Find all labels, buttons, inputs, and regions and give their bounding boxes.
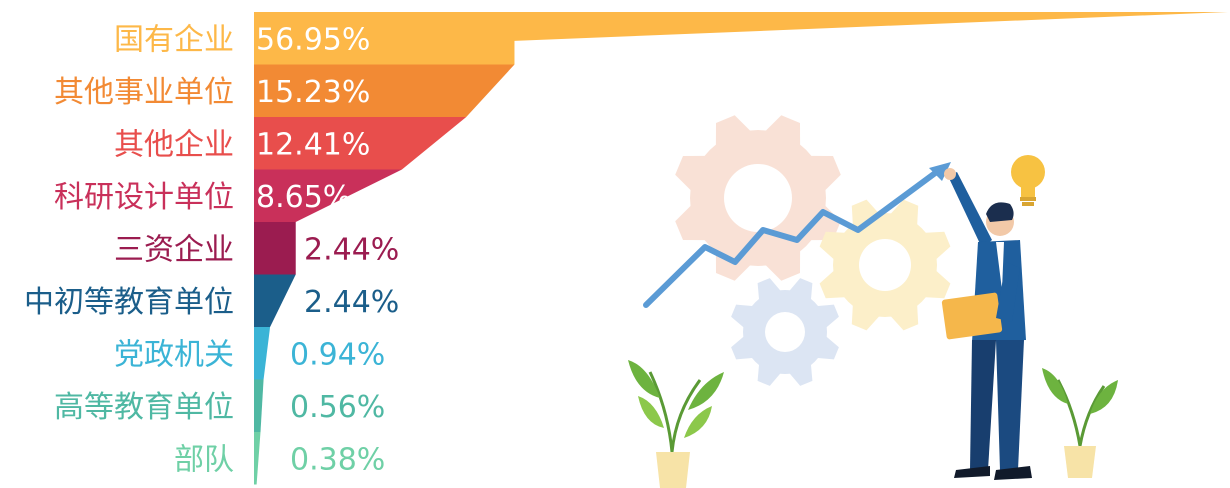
value-label: 15.23% [256, 75, 370, 110]
value-label: 12.41% [256, 127, 370, 162]
category-label: 党政机关 [114, 337, 234, 372]
gear-icon [819, 199, 951, 331]
category-label: 三资企业 [114, 232, 234, 267]
funnel-bar [254, 12, 1228, 65]
gear-icon [731, 278, 839, 386]
funnel-bar [254, 222, 296, 275]
value-label: 2.44% [304, 285, 399, 320]
value-label: 0.56% [290, 390, 385, 425]
illustration [628, 115, 1118, 488]
value-label: 0.38% [290, 442, 385, 477]
category-label: 其他事业单位 [54, 75, 234, 110]
businessman-figure [941, 168, 1032, 480]
category-labels: 国有企业其他事业单位其他企业科研设计单位三资企业中初等教育单位党政机关高等教育单… [24, 22, 234, 477]
value-label: 8.65% [256, 180, 351, 215]
category-label: 科研设计单位 [54, 180, 234, 215]
category-label: 部队 [174, 442, 234, 477]
value-label: 0.94% [290, 337, 385, 372]
funnel-bar [254, 327, 271, 380]
funnel-bars [254, 12, 1228, 485]
lightbulb-icon [1011, 155, 1045, 206]
funnel-bar [254, 379, 264, 432]
category-label: 高等教育单位 [54, 390, 234, 425]
category-label: 中初等教育单位 [24, 285, 234, 320]
value-label: 56.95% [256, 22, 370, 57]
category-label: 国有企业 [114, 22, 234, 57]
category-label: 其他企业 [114, 127, 234, 162]
value-labels: 56.95% 15.23% 12.41% 8.65% 2.44% 2.44% 0.94% 0.… [256, 22, 399, 477]
plant-icon [1042, 368, 1118, 478]
value-label: 2.44% [304, 232, 399, 267]
funnel-bar [254, 432, 261, 485]
funnel-bar [254, 169, 402, 222]
trend-arrow-icon [643, 162, 951, 308]
funnel-bar [254, 117, 467, 170]
funnel-bar [254, 64, 515, 117]
plant-icon [628, 360, 724, 488]
funnel-bar [254, 274, 296, 327]
